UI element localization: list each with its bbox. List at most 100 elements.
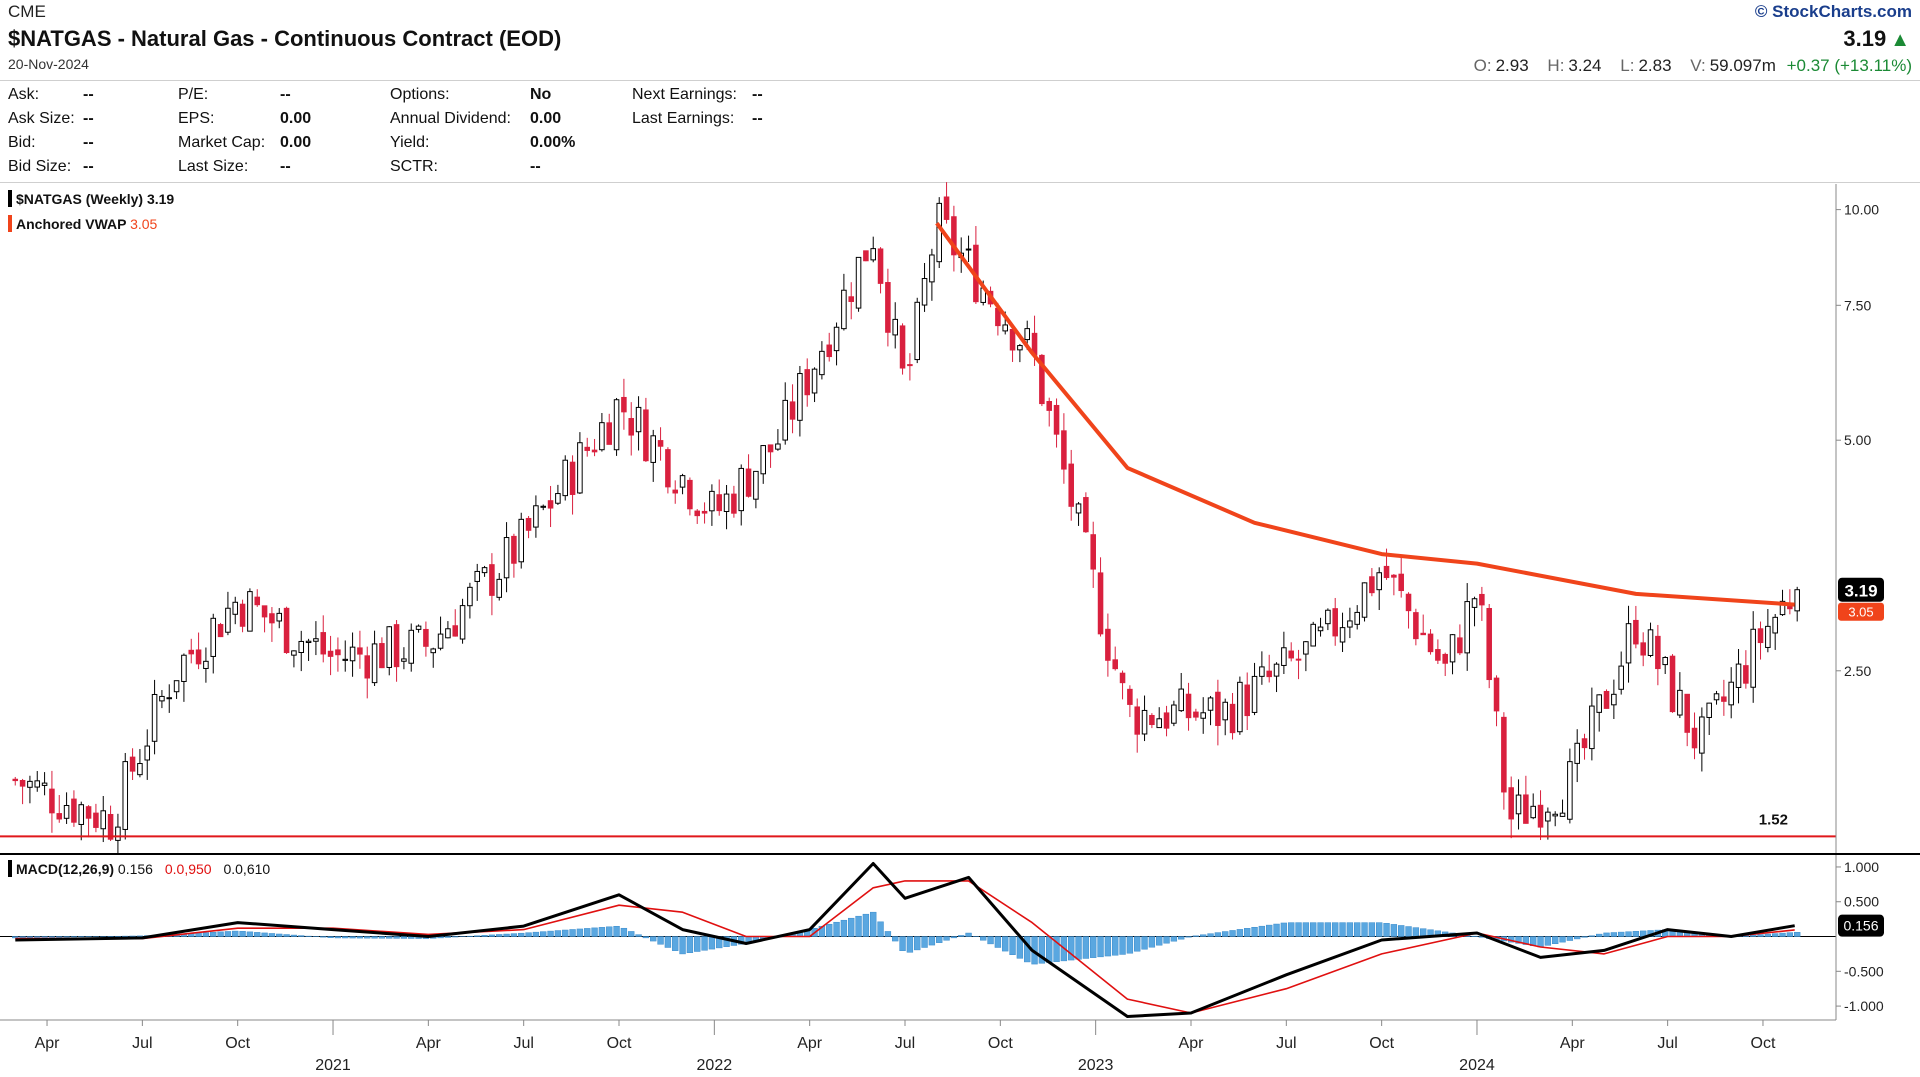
candle-body (804, 369, 810, 396)
candle-body (1611, 693, 1617, 706)
macd-histogram-bar (1603, 932, 1610, 937)
candle-body (1427, 633, 1434, 653)
candle-body (225, 607, 231, 633)
macd-histogram-bar (1764, 933, 1772, 937)
candle-body (1193, 711, 1199, 718)
macd-histogram-bar (1090, 936, 1097, 958)
candle-body (797, 373, 803, 421)
candle-body (1178, 688, 1184, 712)
candle-body (503, 537, 510, 579)
macd-histogram-bar (1214, 932, 1222, 937)
x-month-label: Jul (132, 1035, 152, 1052)
candle-body (27, 780, 33, 788)
candle-body (848, 296, 854, 302)
candle-body (1347, 620, 1353, 628)
macd-y-tick-label: -1.000 (1844, 998, 1884, 1014)
candle-body (1691, 727, 1698, 749)
macd-histogram-bar (657, 936, 664, 945)
candle-body (1083, 497, 1089, 533)
macd-histogram-bar (1302, 922, 1310, 937)
macd-histogram-bar (701, 936, 708, 951)
copyright-link[interactable]: © StockCharts.com (1754, 2, 1912, 21)
candle-body (1207, 697, 1214, 711)
candle-body (1112, 659, 1118, 670)
macd-histogram-bar (584, 928, 591, 937)
candle-body (1295, 658, 1302, 661)
candle-body (555, 493, 561, 504)
fund-row: Last Size: -- (178, 158, 291, 175)
candle-body (137, 763, 143, 776)
macd-histogram-bar (34, 936, 41, 938)
macd-histogram-bar (320, 936, 327, 938)
candle-body (1244, 684, 1250, 717)
macd-histogram-bar (342, 936, 349, 939)
macd-histogram-bar (261, 932, 268, 937)
candle-body (1567, 761, 1573, 820)
macd-histogram-bar (268, 933, 276, 937)
macd-histogram-bar (1757, 934, 1764, 937)
macd-histogram-bar (686, 936, 694, 953)
candle-body (437, 633, 444, 649)
macd-histogram-bar (1559, 936, 1566, 943)
macd-histogram-bar (1009, 936, 1016, 955)
vwap-legend-swatch (8, 215, 12, 232)
candle-body (459, 605, 466, 640)
candle-body (1728, 681, 1734, 706)
high-label: H: (1547, 56, 1565, 75)
candle-body (1743, 665, 1749, 684)
macd-histogram-bar (1075, 936, 1082, 960)
macd-histogram-bar (1750, 934, 1757, 937)
macd-histogram-bar (694, 936, 701, 952)
macd-histogram-bar (562, 929, 569, 937)
candle-body (1134, 706, 1140, 735)
macd-y-tick-label: 0.500 (1844, 894, 1879, 910)
candle-body (1061, 430, 1067, 470)
macd-histogram-bar (1200, 934, 1207, 937)
candle-body (1310, 623, 1316, 647)
candle-body (1479, 593, 1485, 606)
candle-body (1163, 712, 1170, 729)
candle-body (1009, 328, 1016, 351)
candle-body (313, 638, 319, 642)
candle-body (78, 804, 85, 825)
candle-body (41, 782, 48, 786)
candle-body (811, 368, 818, 394)
macd-histogram-bar (591, 927, 598, 937)
fund-row: Next Earnings: -- (632, 86, 763, 103)
macd-histogram-bar (518, 932, 525, 937)
candle-body (1537, 804, 1544, 828)
candle-body (694, 510, 701, 517)
macd-histogram-bar (1185, 936, 1192, 938)
fund-row: Bid: -- (8, 134, 94, 151)
fund-row: Yield: 0.00% (390, 134, 576, 151)
candle-body (1471, 598, 1478, 608)
candle-body (85, 806, 92, 819)
macd-histogram-bar (532, 931, 540, 937)
candle-body (305, 640, 312, 644)
macd-histogram-bar (965, 932, 972, 937)
fund-row: EPS: 0.00 (178, 110, 312, 127)
x-year-label: 2023 (1078, 1057, 1114, 1074)
candle-body (665, 449, 671, 488)
macd-histogram-bar (1156, 936, 1163, 946)
macd-histogram-bar (1786, 932, 1794, 937)
macd-histogram-bar (217, 931, 224, 937)
candle-body (467, 586, 473, 607)
macd-histogram-bar (1053, 936, 1060, 962)
candle-body (965, 248, 972, 251)
candle-body (335, 649, 341, 656)
candle-body (1589, 705, 1595, 750)
candle-body (1618, 665, 1624, 690)
macd-histogram-bar (1544, 936, 1552, 946)
macd-histogram-bar (1368, 922, 1376, 937)
macd-histogram-bar (1126, 936, 1134, 954)
macd-histogram-bar (862, 913, 870, 937)
volume-value: 59.097m (1709, 56, 1776, 75)
candle-body (239, 603, 246, 627)
macd-histogram-bar (628, 931, 635, 937)
candle-body (364, 655, 371, 679)
candle-body (775, 443, 781, 450)
macd-histogram-bar (921, 936, 928, 948)
low-value: 2.83 (1638, 56, 1672, 75)
candle-body (518, 518, 525, 563)
